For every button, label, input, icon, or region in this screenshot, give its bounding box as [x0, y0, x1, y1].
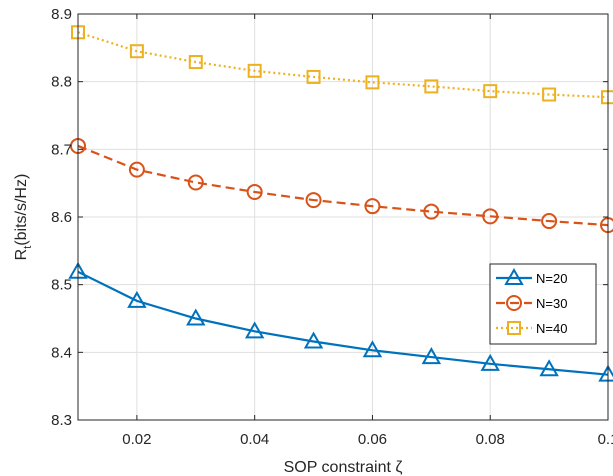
y-tick-label: 8.6: [51, 209, 72, 226]
x-tick-label: 0.04: [240, 431, 269, 448]
data-point-marker: [129, 44, 144, 59]
data-point-marker: [482, 208, 499, 225]
data-point-marker: [127, 290, 147, 308]
y-axis-title-unit: (bits/s/Hz): [13, 174, 30, 246]
data-point-marker: [362, 340, 383, 358]
data-point-marker: [483, 84, 498, 99]
y-axis-title-subscript: t: [22, 246, 34, 249]
y-tick-label: 8.7: [51, 141, 72, 158]
x-axis-title: SOP constraint ζ: [284, 459, 403, 476]
y-tick-label: 8.3: [51, 412, 72, 429]
data-point-marker: [421, 347, 442, 365]
data-point-marker: [541, 213, 558, 230]
legend-label: N=30: [536, 296, 567, 311]
legend-marker-swatch: [507, 321, 521, 335]
y-tick-label: 8.8: [51, 74, 72, 91]
series-2: [70, 137, 613, 234]
y-tick-label: 8.4: [51, 344, 72, 361]
series-line: [77, 31, 609, 99]
legend-item: N=20: [496, 267, 567, 286]
data-point-marker: [244, 321, 265, 339]
x-tick-label: 0.08: [476, 431, 505, 448]
data-point-marker: [305, 192, 322, 209]
series-line: [77, 144, 609, 227]
grid-lines: [78, 13, 609, 421]
legend-item: N=40: [496, 321, 567, 336]
legend-marker-swatch: [506, 295, 522, 311]
data-point-marker: [128, 161, 145, 178]
series-layer: [68, 25, 613, 382]
data-point-marker: [423, 203, 440, 220]
data-point-marker: [539, 359, 559, 377]
data-point-marker: [306, 69, 321, 84]
legend: N=20 N=30 N=40: [489, 263, 597, 345]
legend-item: N=30: [496, 295, 567, 311]
y-axis-title-main: R: [13, 249, 30, 261]
legend-label: N=20: [536, 271, 567, 286]
data-point-marker: [542, 87, 557, 102]
y-axis-title: Rt(bits/s/Hz): [13, 174, 34, 261]
data-point-marker: [480, 353, 500, 371]
data-point-marker: [186, 308, 206, 326]
data-point-marker: [247, 63, 262, 78]
data-point-marker: [187, 174, 204, 191]
data-point-marker: [365, 75, 380, 90]
x-tick-label: 0.02: [122, 431, 151, 448]
data-point-marker: [246, 183, 263, 200]
axis-ticks: 0.02 0.04 0.06 0.08 0.1 8.3 8.4 8.5 8.6 8.7 8.8 8.9: [51, 6, 613, 448]
data-point-marker: [424, 79, 439, 94]
y-tick-label: 8.5: [51, 277, 72, 294]
legend-marker-swatch: [504, 267, 524, 285]
y-tick-label: 8.9: [51, 6, 72, 23]
data-point-marker: [188, 55, 203, 70]
data-point-marker: [303, 331, 324, 349]
x-tick-label: 0.06: [358, 431, 387, 448]
x-tick-label: 0.1: [598, 431, 613, 448]
data-point-marker: [364, 198, 381, 215]
series-line: [77, 270, 609, 376]
legend-label: N=40: [536, 321, 567, 336]
